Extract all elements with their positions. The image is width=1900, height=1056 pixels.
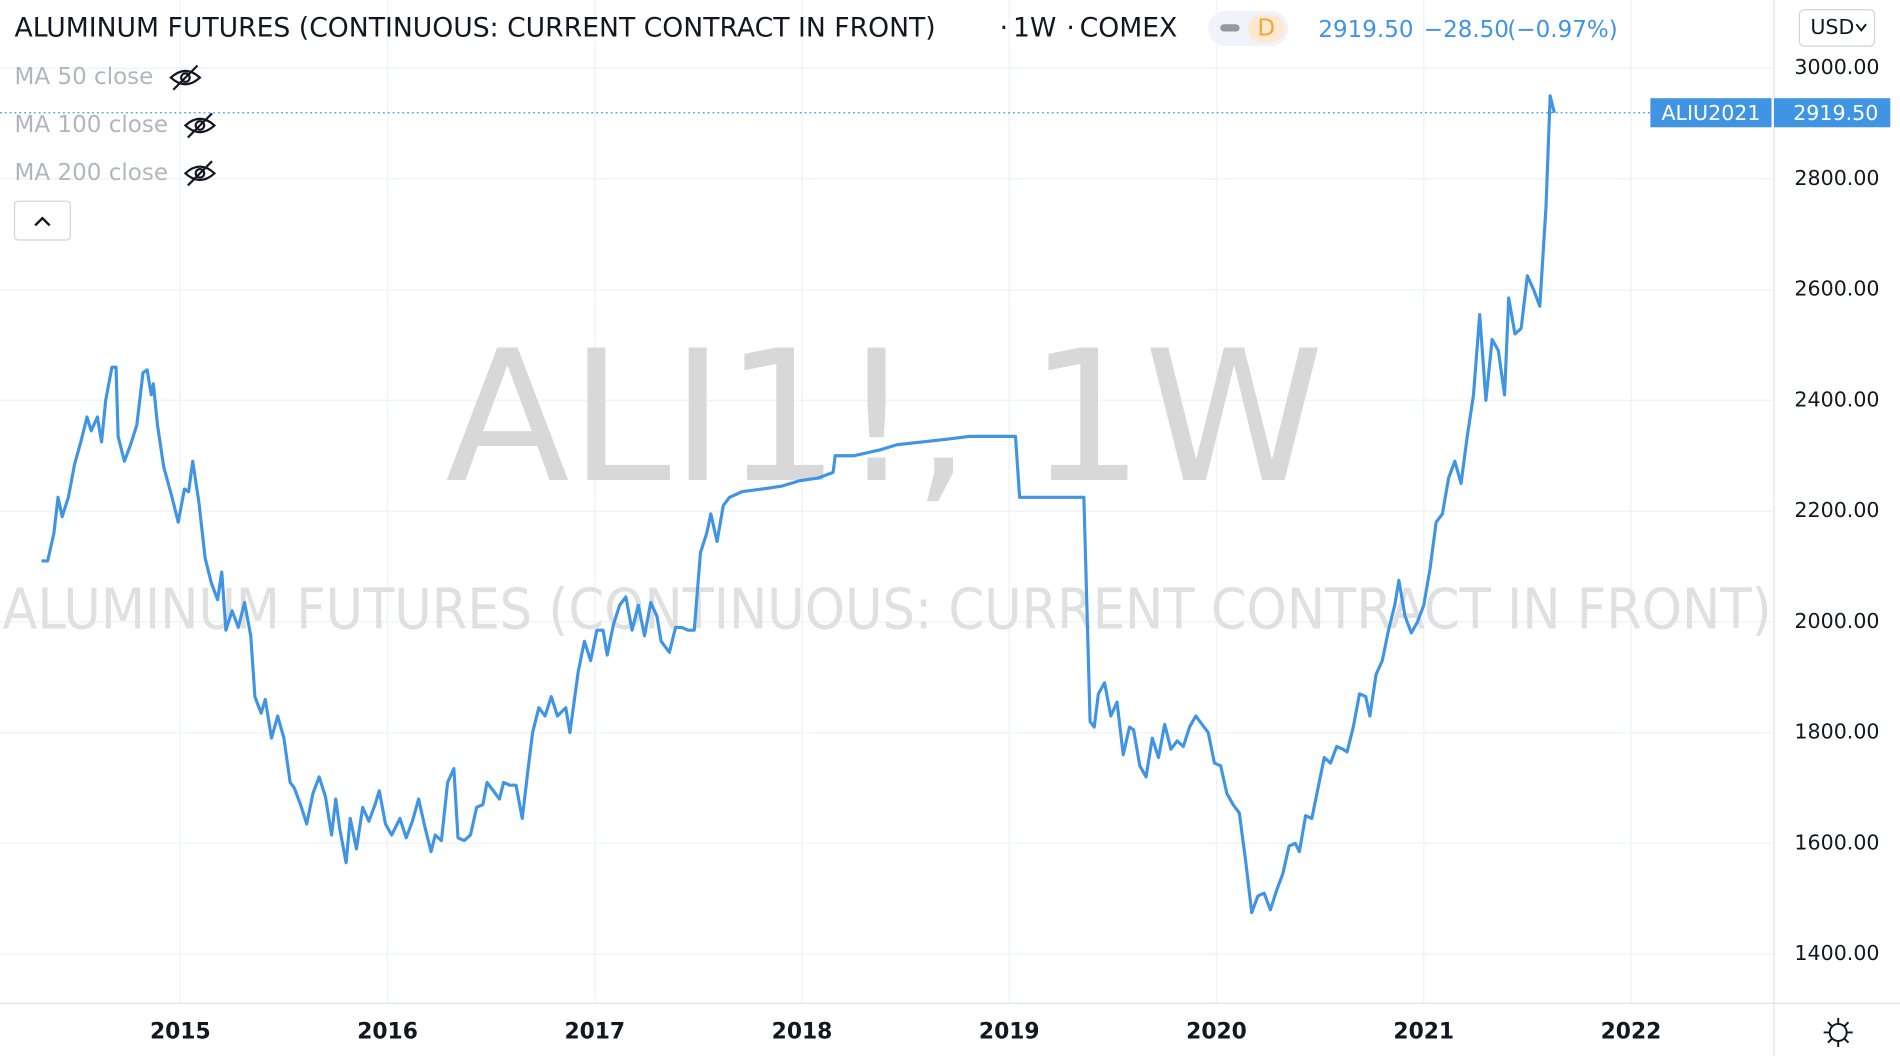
visibility-toggle[interactable]: [183, 160, 217, 187]
badge: D: [1257, 16, 1275, 42]
currency-caret: [1855, 23, 1867, 32]
separator: ·: [1000, 13, 1008, 44]
indicator-label: MA 200 close: [15, 160, 168, 186]
watermark-description: ALUMINUM FUTURES (CONTINUOUS: CURRENT CO…: [2, 577, 1771, 642]
y-tick-label: 2600.00: [1794, 277, 1879, 301]
y-tick-label: 2400.00: [1794, 387, 1879, 411]
change-percent: (−0.97%): [1507, 17, 1617, 43]
indicator-label: MA 100 close: [15, 112, 168, 138]
currency-button[interactable]: [1798, 9, 1876, 47]
indicator-label: MA 50 close: [15, 64, 154, 90]
y-tick-label: 2000.00: [1794, 609, 1879, 633]
eye-slash: [187, 112, 213, 139]
y-tick-label: 1600.00: [1794, 830, 1879, 854]
x-tick-label: 2017: [564, 1019, 625, 1044]
watermark: ALI1!, 1W: [445, 311, 1324, 523]
grid: [0, 0, 1774, 1004]
badge-bg: [1248, 14, 1285, 43]
axes: 1400.00 1600.00 1800.00 2000.00 2200.00 2400.…: [150, 55, 1891, 1044]
last-price: 2919.50: [1318, 17, 1413, 43]
change: −28.50: [1424, 17, 1509, 43]
plot: [0, 94, 1774, 915]
symbol-title: ALUMINUM FUTURES (CONTINUOUS: CURRENT CO…: [15, 13, 936, 44]
y-tick-label: 2800.00: [1794, 166, 1879, 190]
x-tick-label: 2015: [150, 1019, 211, 1044]
visibility-toggle[interactable]: [183, 112, 217, 139]
price-tag-bg: [1773, 98, 1891, 128]
exchange: COMEX: [1080, 13, 1178, 44]
x-tick-label: 2020: [1186, 1019, 1247, 1044]
eye-pupil: [194, 167, 206, 179]
symbol-tag-bg: [1650, 98, 1772, 128]
market-status[interactable]: D: [1208, 10, 1289, 47]
y-tick-label: 2200.00: [1794, 498, 1879, 522]
collapse-icon: [34, 216, 51, 227]
x-tick-label: 2016: [357, 1019, 418, 1044]
y-tick-label: 1400.00: [1794, 941, 1879, 965]
symbol-tag: ALIU2021: [1661, 101, 1760, 125]
x-tick-label: 2019: [979, 1019, 1040, 1044]
y-tick-label: 3000.00: [1794, 55, 1879, 79]
visibility-toggle[interactable]: [169, 64, 202, 91]
collapse-button[interactable]: [13, 200, 71, 241]
eye-pupil: [194, 120, 206, 131]
eye-slash: [172, 64, 199, 91]
gear-teeth: [1823, 1017, 1853, 1047]
x-tick-label: 2021: [1393, 1019, 1454, 1044]
separator: ·: [1066, 13, 1074, 44]
price-tag: 2919.50: [1793, 101, 1878, 125]
x-tick-label: 2022: [1601, 1019, 1662, 1044]
currency: USD: [1810, 15, 1854, 39]
y-tick-label: 1800.00: [1794, 720, 1879, 744]
eye-slash: [187, 160, 213, 187]
x-tick-label: 2018: [772, 1019, 833, 1044]
price-line: [41, 94, 1556, 915]
gear-ring: [1828, 1022, 1848, 1042]
settings-button[interactable]: [1823, 1017, 1853, 1047]
interval: 1W: [1013, 13, 1056, 44]
status-dash: [1220, 24, 1240, 32]
eye-pupil: [180, 72, 191, 83]
indicators: MA 50 close MA 100 close MA 200 close: [15, 64, 217, 187]
